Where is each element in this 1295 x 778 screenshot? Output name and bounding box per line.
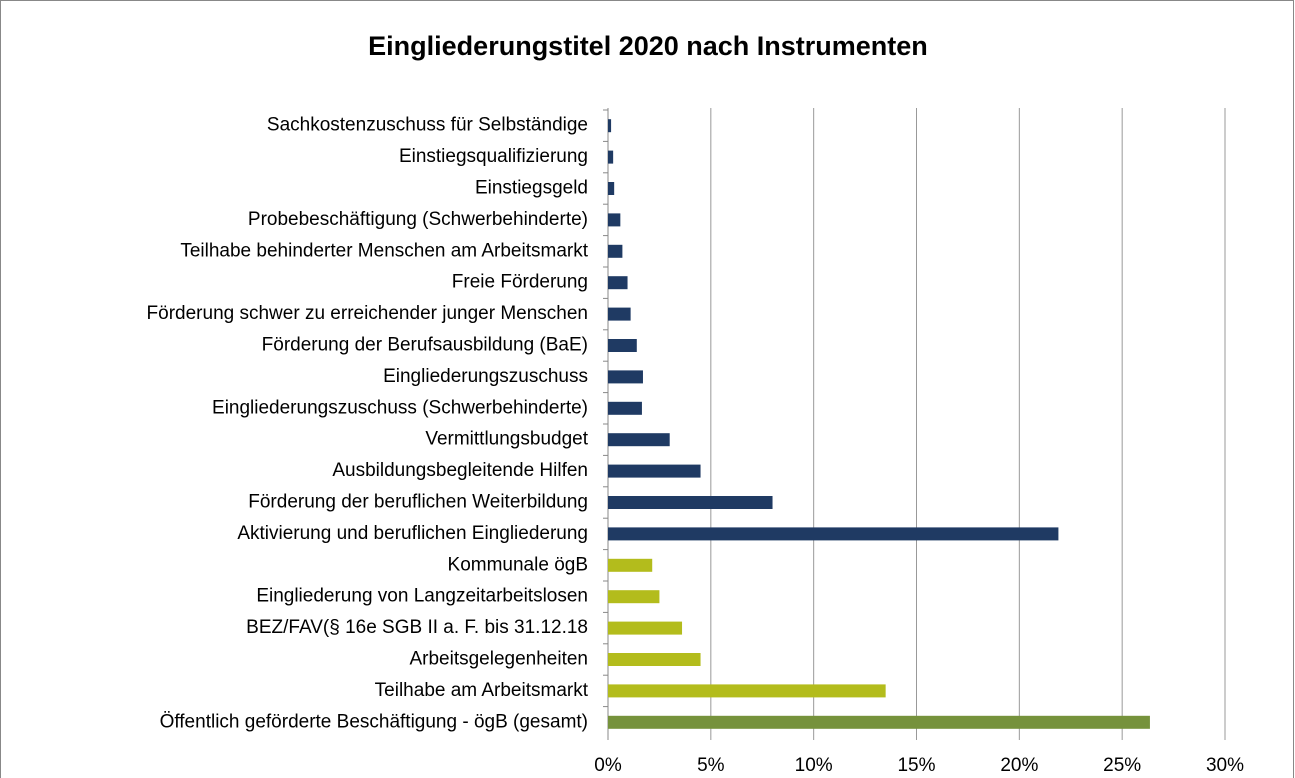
y-tick-label: Einstiegsqualifizierung bbox=[399, 146, 588, 167]
y-tick-label: Sachkostenzuschuss für Selbständige bbox=[267, 115, 588, 136]
bar bbox=[608, 244, 623, 258]
y-tick-label: Einstiegsgeld bbox=[475, 178, 588, 199]
y-tick-label: Öffentlich geförderte Beschäftigung - ög… bbox=[160, 711, 588, 732]
y-tick-label: Probebeschäftigung (Schwerbehinderte) bbox=[248, 209, 588, 230]
y-tick-label: BEZ/FAV(§ 16e SGB II a. F. bis 31.12.18 bbox=[246, 617, 588, 638]
bar bbox=[608, 496, 773, 509]
y-tick-label: Eingliederungszuschuss bbox=[383, 366, 588, 387]
x-tick-label: 15% bbox=[897, 755, 935, 776]
bar bbox=[608, 119, 612, 133]
bar bbox=[608, 307, 631, 321]
x-tick-label: 20% bbox=[1000, 755, 1038, 776]
y-tick-label: Förderung der Berufsausbildung (BaE) bbox=[262, 335, 588, 356]
x-tick-label: 10% bbox=[795, 755, 833, 776]
y-tick-label: Freie Förderung bbox=[452, 272, 588, 293]
y-tick-label: Eingliederungszuschuss (Schwerbehinderte… bbox=[212, 397, 588, 418]
bar bbox=[608, 370, 643, 384]
y-tick-label: Kommunale ögB bbox=[448, 554, 588, 575]
y-tick-label: Aktivierung und beruflichen Eingliederun… bbox=[237, 523, 588, 544]
bar bbox=[608, 401, 642, 415]
y-tick-label: Eingliederung von Langzeitarbeitslosen bbox=[256, 586, 588, 607]
x-tick-label: 25% bbox=[1103, 755, 1141, 776]
y-tick-label: Förderung schwer zu erreichender junger … bbox=[147, 303, 588, 324]
bar bbox=[608, 715, 1150, 729]
x-tick-label: 0% bbox=[594, 755, 622, 776]
bar bbox=[608, 464, 701, 478]
bar bbox=[608, 339, 637, 352]
chart-title: Eingliederungstitel 2020 nach Instrument… bbox=[368, 31, 928, 61]
bar bbox=[608, 527, 1059, 541]
y-tick-label: Arbeitsgelegenheiten bbox=[409, 649, 588, 670]
x-tick-label: 30% bbox=[1206, 755, 1244, 776]
bar bbox=[608, 590, 660, 604]
x-tick-label: 5% bbox=[697, 755, 725, 776]
bar bbox=[608, 213, 621, 227]
y-tick-label: Ausbildungsbegleitende Hilfen bbox=[332, 460, 588, 481]
bar bbox=[608, 684, 886, 698]
y-tick-label: Förderung der beruflichen Weiterbildung bbox=[248, 492, 588, 513]
bar bbox=[608, 150, 614, 164]
y-tick-label: Vermittlungsbudget bbox=[425, 429, 588, 450]
bar bbox=[608, 276, 628, 290]
bar bbox=[608, 182, 615, 195]
bar bbox=[608, 433, 670, 447]
y-tick-label: Teilhabe am Arbeitsmarkt bbox=[375, 680, 589, 701]
bar bbox=[608, 558, 653, 572]
y-tick-label: Teilhabe behinderter Menschen am Arbeits… bbox=[180, 240, 588, 261]
bar bbox=[608, 653, 701, 666]
bar bbox=[608, 621, 683, 635]
